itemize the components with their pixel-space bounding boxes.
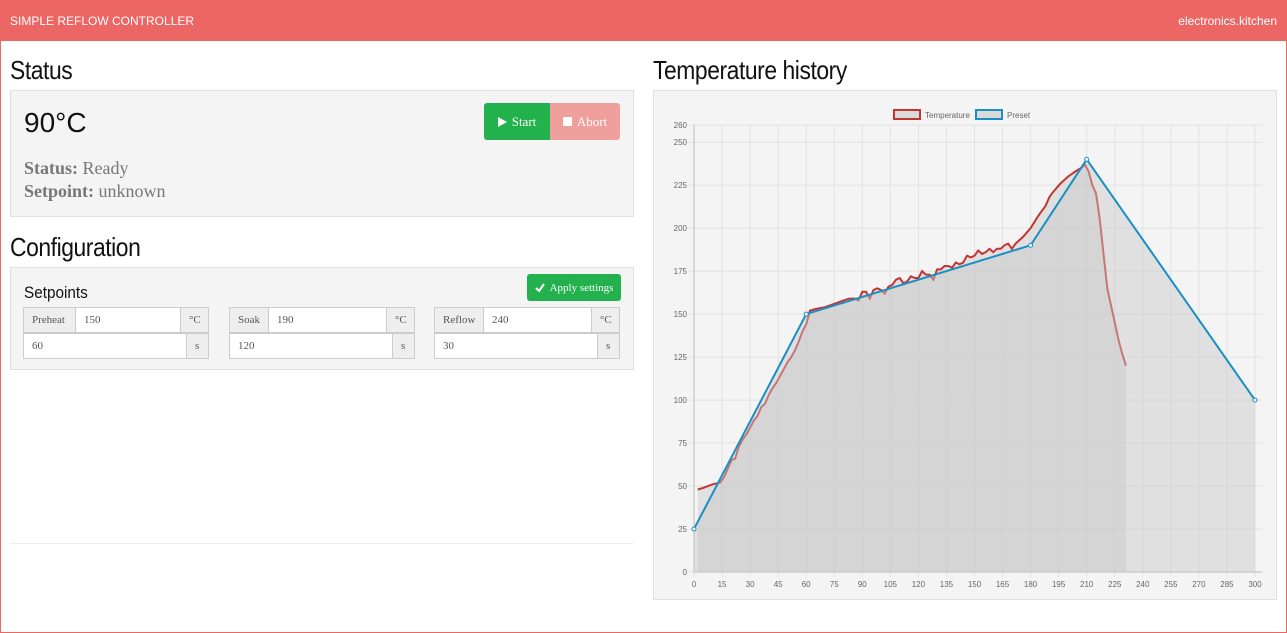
play-icon xyxy=(497,116,507,127)
legend-label: Temperature xyxy=(925,111,970,120)
setpoint-line: Setpoint: unknown xyxy=(24,181,166,202)
y-tick-label: 125 xyxy=(674,353,688,362)
x-tick-label: 135 xyxy=(940,580,954,589)
x-tick-label: 15 xyxy=(718,580,727,589)
status-value: Ready xyxy=(82,158,129,178)
time-input[interactable]: 60 xyxy=(23,333,187,359)
y-tick-label: 150 xyxy=(674,310,688,319)
check-icon xyxy=(534,283,545,292)
point xyxy=(803,311,809,317)
time-input[interactable]: 120 xyxy=(229,333,393,359)
temp-unit: °C xyxy=(591,307,620,333)
time-unit: s xyxy=(392,333,415,359)
status-line: Status: Ready xyxy=(24,158,129,179)
x-tick-label: 165 xyxy=(996,580,1010,589)
temp-unit: °C xyxy=(180,307,209,333)
status-panel: 90°C Start Abort Status: Ready Setpoint:… xyxy=(10,90,634,217)
legend-item: Temperature xyxy=(893,109,970,120)
abort-label: Abort xyxy=(576,113,608,129)
apply-button[interactable]: Apply settings xyxy=(527,274,621,301)
navbar: SIMPLE REFLOW CONTROLLER electronics.kit… xyxy=(0,0,1287,41)
setpoint-value: unknown xyxy=(98,181,166,201)
nav-link[interactable]: electronics.kitchen xyxy=(1178,14,1277,28)
temp-unit: °C xyxy=(386,307,415,333)
divider xyxy=(10,543,634,544)
y-tick-label: 75 xyxy=(678,439,687,448)
x-tick-label: 105 xyxy=(884,580,898,589)
panel-title: Setpoints xyxy=(24,283,88,302)
status-heading: Status xyxy=(10,55,73,85)
x-tick-label: 240 xyxy=(1136,580,1150,589)
x-tick-label: 30 xyxy=(746,580,755,589)
group-label: Preheat xyxy=(23,307,76,333)
x-tick-label: 60 xyxy=(802,580,811,589)
area-fill xyxy=(694,159,1255,572)
x-tick-label: 90 xyxy=(858,580,867,589)
start-label: Start xyxy=(511,113,537,129)
y-tick-label: 200 xyxy=(674,224,688,233)
x-tick-label: 75 xyxy=(830,580,839,589)
chart-panel: 0 25 50 75 100 125 150 175 200 225 250 260 0 15 30 45 60… xyxy=(653,90,1277,600)
status-label: Status: xyxy=(24,158,79,178)
x-tick-label: 285 xyxy=(1220,580,1234,589)
y-tick-label: 25 xyxy=(678,525,687,534)
configuration-panel: Setpoints Apply settings Preheat 150 °C … xyxy=(10,267,634,370)
x-tick-label: 210 xyxy=(1080,580,1094,589)
x-tick-label: 45 xyxy=(774,580,783,589)
start-button[interactable]: Start xyxy=(484,103,550,140)
y-tick-label: 175 xyxy=(674,267,688,276)
x-tick-label: 300 xyxy=(1248,580,1262,589)
x-tick-label: 180 xyxy=(1024,580,1038,589)
area-fill xyxy=(697,164,1126,572)
current-temperature: 90°C xyxy=(24,107,87,138)
group-label: Reflow xyxy=(434,307,484,333)
x-tick-label: 0 xyxy=(692,580,697,589)
abort-button[interactable]: Abort xyxy=(550,103,620,140)
series-line xyxy=(697,162,1127,491)
x-tick-label: 255 xyxy=(1164,580,1178,589)
chart-heading: Temperature history xyxy=(653,55,847,85)
y-tick-label: 260 xyxy=(674,121,688,130)
chart: 0 25 50 75 100 125 150 175 200 225 250 260 0 15 30 45 60… xyxy=(674,109,1262,589)
reflow-group: Reflow 240 °C 30 s xyxy=(434,307,620,359)
point xyxy=(1252,397,1258,403)
time-unit: s xyxy=(597,333,620,359)
x-tick-label: 270 xyxy=(1192,580,1206,589)
y-tick-label: 100 xyxy=(674,396,688,405)
temperature-input[interactable]: 240 xyxy=(483,307,592,333)
time-unit: s xyxy=(186,333,209,359)
point xyxy=(1084,156,1090,162)
x-tick-label: 150 xyxy=(968,580,982,589)
time-input[interactable]: 30 xyxy=(434,333,598,359)
brand[interactable]: SIMPLE REFLOW CONTROLLER xyxy=(10,14,195,28)
legend-label: Preset xyxy=(1007,111,1031,120)
preheat-group: Preheat 150 °C 60 s xyxy=(23,307,209,359)
y-tick-label: 50 xyxy=(678,482,687,491)
point xyxy=(691,526,697,532)
temperature-input[interactable]: 190 xyxy=(268,307,387,333)
x-tick-label: 225 xyxy=(1108,580,1122,589)
point xyxy=(1028,242,1034,248)
y-tick-label: 0 xyxy=(683,568,688,577)
setpoint-label: Setpoint: xyxy=(24,181,95,201)
y-tick-label: 250 xyxy=(674,138,688,147)
temperature-input[interactable]: 150 xyxy=(75,307,181,333)
y-tick-label: 225 xyxy=(674,181,688,190)
stop-icon xyxy=(562,117,572,126)
configuration-heading: Configuration xyxy=(10,232,141,262)
legend-swatch xyxy=(975,109,1003,120)
x-tick-label: 195 xyxy=(1052,580,1066,589)
legend-item: Preset xyxy=(975,109,1031,120)
group-label: Soak xyxy=(229,307,269,333)
x-tick-label: 120 xyxy=(912,580,926,589)
legend-swatch xyxy=(893,109,921,120)
soak-group: Soak 190 °C 120 s xyxy=(229,307,415,359)
apply-label: Apply settings xyxy=(549,281,614,294)
